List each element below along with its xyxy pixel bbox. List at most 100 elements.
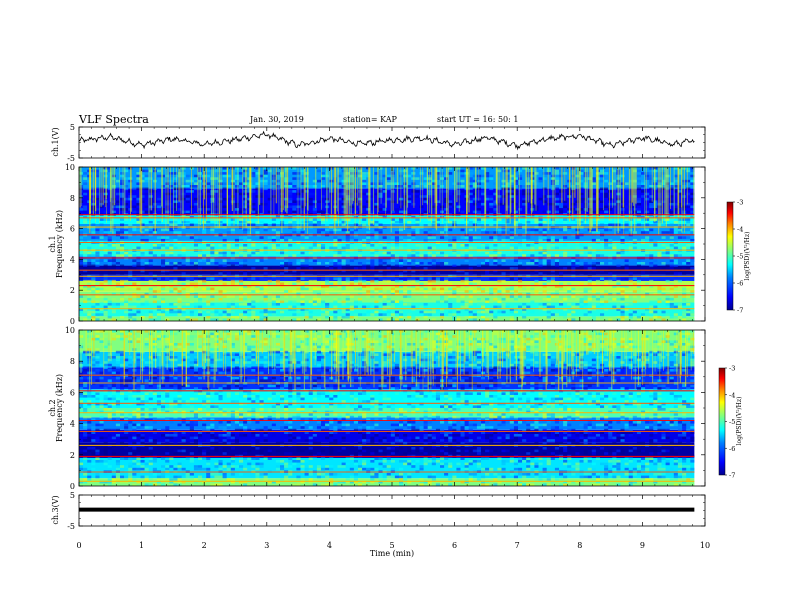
spectrogram-cell (374, 267, 379, 270)
spectrogram-cell (173, 223, 178, 227)
spectrogram-cell (120, 215, 125, 219)
spectrogram-cell (489, 343, 494, 346)
spectrogram-cell (444, 177, 449, 180)
spectrogram-cell (423, 210, 428, 214)
spectrogram-cell (452, 287, 457, 291)
spectrogram-cell (95, 308, 100, 311)
spectrogram-cell (554, 264, 559, 268)
spectrogram-cell (608, 182, 613, 185)
spectrogram-cell (333, 300, 338, 304)
spectrogram-cell (579, 218, 584, 221)
spectrogram-cell (534, 220, 539, 224)
spectrogram-cell (690, 337, 695, 341)
spectrogram-cell (472, 269, 477, 273)
spectrogram-cell (669, 272, 674, 275)
spectrogram-cell (497, 290, 502, 293)
spectrogram-cell (222, 254, 227, 257)
spectrogram-cell (275, 332, 280, 336)
spectrogram-cell (571, 295, 576, 298)
spectrogram-cell (554, 290, 559, 293)
spectrogram-cell (407, 190, 412, 193)
spectrogram-cell (632, 231, 637, 234)
spectrogram-cell (493, 277, 498, 280)
spectrogram-cell (583, 295, 588, 298)
spectrogram-cell (136, 172, 141, 175)
spectrogram-cell (636, 269, 641, 273)
spectrogram-cell (546, 215, 551, 219)
spectrogram-cell (120, 313, 125, 316)
spectrogram-cell (95, 192, 100, 196)
spectrogram-cell (144, 292, 149, 296)
spectrogram-cell (649, 218, 654, 221)
spectrogram-cell (107, 238, 112, 242)
spectrogram-cell (378, 208, 383, 211)
spectrogram-cell (583, 332, 588, 336)
spectrogram-cell (415, 269, 420, 273)
spectrogram-cell (567, 295, 572, 298)
spectrogram-cell (587, 279, 592, 283)
spectrogram-cell (251, 337, 256, 341)
spectrogram-cell (198, 295, 203, 298)
spectrogram-cell (120, 272, 125, 275)
ch1-colorbar-label: log(PSD)(V²/Hz) (744, 232, 751, 281)
spectrogram-cell (304, 192, 309, 196)
spectrogram-cell (87, 285, 92, 288)
spectrogram-cell (234, 182, 239, 185)
spectrogram-cell (583, 290, 588, 293)
spectrogram-cell (546, 246, 551, 250)
spectrogram-cell (440, 295, 445, 298)
spectrogram-cell (222, 292, 227, 296)
spectrogram-cell (456, 313, 461, 316)
spectrogram-cell (316, 244, 321, 247)
spectrogram-cell (690, 292, 695, 296)
spectrogram-cell (95, 254, 100, 257)
spectrogram-cell (456, 200, 461, 203)
spectrogram-cell (132, 292, 137, 296)
spectrogram-cell (673, 190, 678, 193)
spectrogram-cell (292, 200, 297, 203)
spectrogram-cell (280, 267, 285, 270)
spectrogram-cell (259, 330, 264, 333)
spectrogram-cell (152, 290, 157, 293)
spectrogram-cell (632, 246, 637, 250)
spectrogram-cell (120, 208, 125, 211)
spectrogram-cell (370, 313, 375, 316)
spectrogram-cell (653, 244, 658, 247)
spectrogram-cell (403, 254, 408, 257)
spectrogram-cell (423, 177, 428, 180)
spectrogram-cell (604, 292, 609, 296)
spectrogram-cell (251, 315, 256, 319)
spectrogram-cell (193, 335, 198, 338)
spectrogram-cell (579, 197, 584, 201)
spectrogram-cell (440, 244, 445, 247)
spectrogram-cell (501, 297, 506, 301)
spectrogram-cell (152, 269, 157, 273)
spectrogram-cell (604, 332, 609, 336)
spectrogram-cell (489, 277, 494, 280)
spectrogram-cell (481, 185, 486, 188)
spectrogram-cell (616, 277, 621, 280)
spectrogram-cell (124, 185, 129, 188)
spectrogram-cell (505, 236, 510, 239)
spectrogram-cell (534, 259, 539, 262)
spectrogram-cell (378, 185, 383, 188)
spectrogram-cell (493, 290, 498, 293)
spectrogram-cell (345, 297, 350, 301)
spectrogram-cell (604, 238, 609, 242)
spectrogram-cell (690, 313, 695, 316)
spectrogram-cell (161, 190, 166, 193)
spectrogram-cell (341, 223, 346, 227)
spectrogram-cell (136, 287, 141, 291)
spectrogram-cell (509, 318, 514, 321)
spectrogram-cell (505, 290, 510, 293)
spectrogram-cell (226, 231, 231, 234)
spectrogram-cell (444, 254, 449, 257)
spectrogram-cell (230, 332, 235, 336)
spectrogram-cell (300, 277, 305, 280)
spectrogram-cell (476, 272, 481, 275)
spectrogram-cell (296, 177, 301, 180)
spectrogram-cell (390, 318, 395, 321)
spectrogram-cell (649, 172, 654, 175)
spectrogram-cell (686, 313, 691, 316)
spectrogram-cell (435, 218, 440, 221)
